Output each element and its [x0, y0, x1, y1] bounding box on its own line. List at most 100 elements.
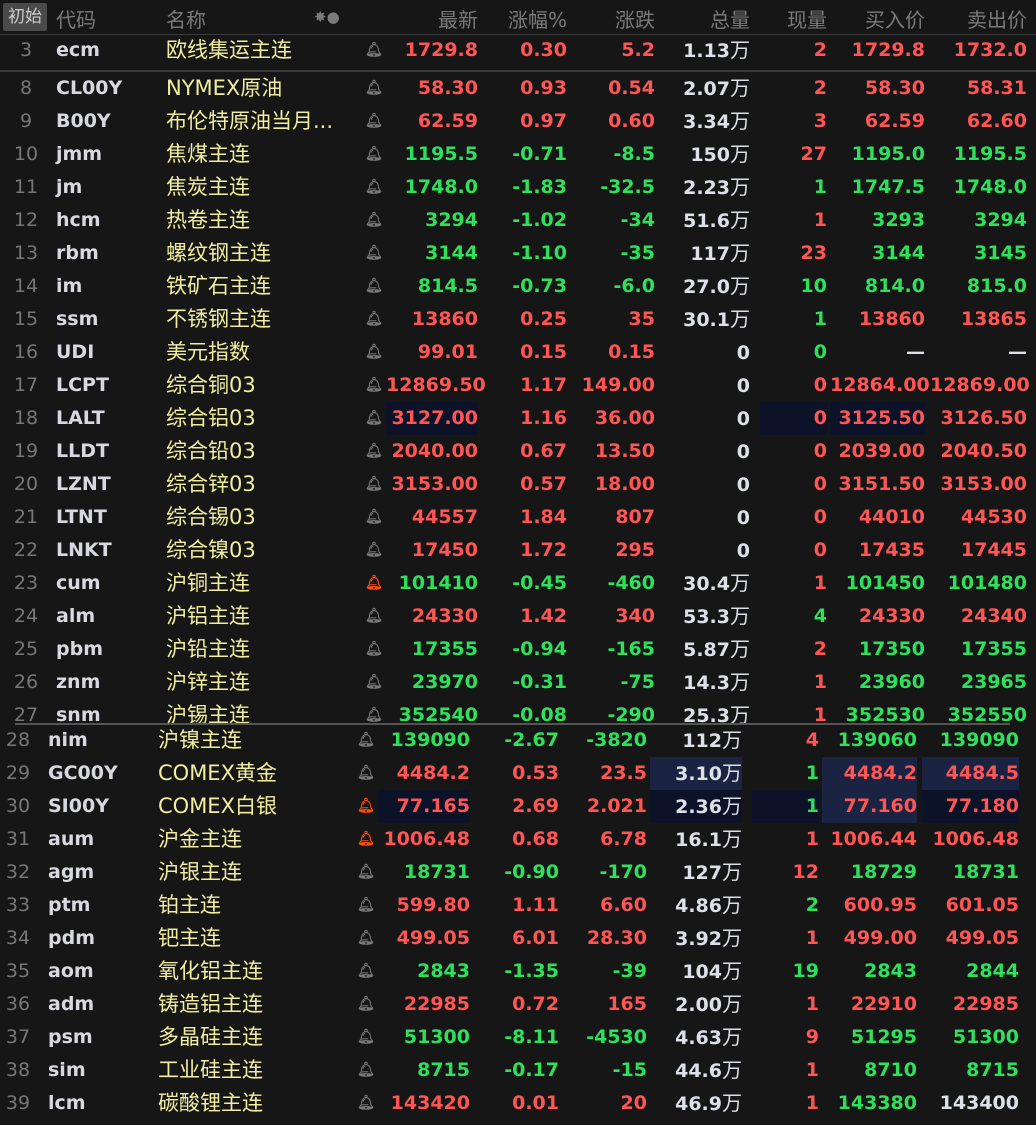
- table-row[interactable]: 36 adm 铸造铝主连 🔔︎ 22985 0.72 165 2.00万 1 22910 22…: [0, 988, 1028, 1021]
- table-row[interactable]: 23 cum 沪铜主连 🔔︎ 101410 -0.45 -460 30.4万 1 10145…: [0, 567, 1036, 600]
- bell-icon[interactable]: 🔔︎: [357, 897, 375, 913]
- col-pct[interactable]: 涨幅%: [507, 8, 567, 32]
- symbol-code: LTNT: [56, 506, 107, 528]
- bell-icon[interactable]: 🔔︎: [357, 1095, 375, 1111]
- row-number: 33: [5, 894, 31, 916]
- bell-icon[interactable]: 🔔︎: [365, 311, 383, 327]
- pct-cell: 0.15: [520, 341, 567, 363]
- bell-icon[interactable]: 🔔︎: [357, 765, 375, 781]
- bell-icon[interactable]: 🔔︎: [365, 146, 383, 162]
- table-row[interactable]: 18 LALT 综合铝03 🔔︎ 3127.00 1.16 36.00 0 0 3125.5…: [0, 402, 1036, 435]
- bell-icon[interactable]: 🔔︎: [365, 245, 383, 261]
- col-bid[interactable]: 买入价: [865, 8, 925, 32]
- cur-cell: 1: [752, 790, 819, 823]
- table-row[interactable]: 34 pdm 钯主连 🔔︎ 499.05 6.01 28.30 3.92万 1 499.00…: [0, 922, 1028, 955]
- col-cur[interactable]: 现量: [787, 8, 827, 32]
- bell-icon[interactable]: 🔔︎: [365, 542, 383, 558]
- table-row[interactable]: 8 CL00Y NYMEX原油 🔔︎ 58.30 0.93 0.54 2.07万 2 58.…: [0, 72, 1036, 105]
- table-row[interactable]: 11 jm 焦炭主连 🔔︎ 1748.0 -1.83 -32.5 2.23万 1 1747.…: [0, 171, 1036, 204]
- col-vol[interactable]: 总量: [710, 8, 750, 32]
- bell-icon[interactable]: 🔔︎: [365, 344, 383, 360]
- table-row[interactable]: 29 GC00Y COMEX黄金 🔔︎ 4484.2 0.53 23.5 3.10万 1 4…: [0, 757, 1028, 790]
- table-row[interactable]: 35 aom 氧化铝主连 🔔︎ 2843 -1.35 -39 104万 19 2843 284…: [0, 955, 1028, 988]
- cur-cell: 4: [805, 729, 819, 751]
- bell-icon[interactable]: 🔔︎: [357, 732, 375, 748]
- bell-active-icon[interactable]: 🔔︎: [357, 798, 375, 814]
- symbol-name: 沪银主连: [158, 860, 242, 884]
- symbol-name: 综合铝03: [166, 406, 256, 430]
- table-row[interactable]: 24 alm 沪铝主连 🔔︎ 24330 1.42 340 53.3万 4 24330 243…: [0, 600, 1036, 633]
- symbol-name: 碳酸锂主连: [158, 1091, 263, 1115]
- symbol-code: znm: [56, 671, 101, 693]
- col-name[interactable]: 名称: [166, 8, 206, 32]
- bell-icon[interactable]: 🔔︎: [365, 212, 383, 228]
- table-row[interactable]: 19 LLDT 综合铅03 🔔︎ 2040.00 0.67 13.50 0 0 2039.0…: [0, 435, 1036, 468]
- table-row[interactable]: 31 aum 沪金主连 🔔︎ 1006.48 0.68 6.78 16.1万 1 1006.…: [0, 823, 1028, 856]
- bell-icon[interactable]: 🔔︎: [365, 179, 383, 195]
- chg-cell: 6.60: [600, 894, 647, 916]
- table-row[interactable]: 9 B00Y 布伦特原油当月... 🔔︎ 62.59 0.97 0.60 3.34万 3 6…: [0, 105, 1036, 138]
- reset-button[interactable]: 初始: [3, 3, 47, 31]
- col-chg[interactable]: 涨跌: [615, 8, 655, 32]
- bell-icon[interactable]: 🔔︎: [357, 996, 375, 1012]
- table-row[interactable]: 37 psm 多晶硅主连 🔔︎ 51300 -8.11 -4530 4.63万 9 5129…: [0, 1021, 1028, 1054]
- symbol-code: aom: [48, 960, 94, 982]
- table-row[interactable]: 25 pbm 沪铅主连 🔔︎ 17355 -0.94 -165 5.87万 2 17350 1…: [0, 633, 1036, 666]
- col-alert[interactable]: ✸●: [314, 8, 340, 26]
- pct-cell: -0.73: [512, 275, 567, 297]
- table-row[interactable]: 12 hcm 热卷主连 🔔︎ 3294 -1.02 -34 51.6万 1 3293 3294: [0, 204, 1036, 237]
- table-row[interactable]: 38 sim 工业硅主连 🔔︎ 8715 -0.17 -15 44.6万 1 8710 871…: [0, 1054, 1028, 1087]
- table-row[interactable]: 33 ptm 铂主连 🔔︎ 599.80 1.11 6.60 4.86万 2 600.95 6…: [0, 889, 1028, 922]
- chg-cell: -34: [620, 209, 655, 231]
- col-code[interactable]: 代码: [56, 8, 96, 32]
- bell-active-icon[interactable]: 🔔︎: [365, 575, 383, 591]
- bid-cell: 2843: [864, 960, 917, 982]
- table-row[interactable]: 15 ssm 不锈钢主连 🔔︎ 13860 0.25 35 30.1万 1 13860 138…: [0, 303, 1036, 336]
- bell-icon[interactable]: 🔔︎: [365, 278, 383, 294]
- bell-active-icon[interactable]: 🔔︎: [357, 831, 375, 847]
- bell-icon[interactable]: 🔔︎: [365, 443, 383, 459]
- table-row[interactable]: 28 nim 沪镍主连 🔔︎ 139090 -2.67 -3820 112万 4 13906…: [0, 724, 1028, 757]
- table-row[interactable]: 22 LNKT 综合镍03 🔔︎ 17450 1.72 295 0 0 17435 17445: [0, 534, 1036, 567]
- bell-icon[interactable]: 🔔︎: [365, 608, 383, 624]
- col-last[interactable]: 最新: [438, 8, 478, 32]
- table-row[interactable]: 39 lcm 碳酸锂主连 🔔︎ 143420 0.01 20 46.9万 1 143380 1…: [0, 1087, 1028, 1120]
- bell-icon[interactable]: 🔔︎: [365, 707, 383, 723]
- table-row[interactable]: 26 znm 沪锌主连 🔔︎ 23970 -0.31 -75 14.3万 1 23960 23…: [0, 666, 1036, 699]
- bell-icon[interactable]: 🔔︎: [365, 476, 383, 492]
- table-row[interactable]: 3 ecm 欧线集运主连 🔔︎ 1729.8 0.30 5.2 1.13万 2 1729.8…: [0, 34, 1036, 67]
- bell-icon[interactable]: 🔔︎: [365, 410, 383, 426]
- table-row[interactable]: 30 SI00Y COMEX白银 🔔︎ 77.165 2.69 2.021 2.36万 1…: [0, 790, 1028, 823]
- table-row[interactable]: 10 jmm 焦煤主连 🔔︎ 1195.5 -0.71 -8.5 150万 27 1195.…: [0, 138, 1036, 171]
- bell-icon[interactable]: 🔔︎: [365, 113, 383, 129]
- bell-icon[interactable]: 🔔︎: [357, 963, 375, 979]
- col-ask[interactable]: 卖出价: [967, 8, 1027, 32]
- table-row[interactable]: 13 rbm 螺纹钢主连 🔔︎ 3144 -1.10 -35 117万 23 3144 314…: [0, 237, 1036, 270]
- cur-cell: 4: [813, 605, 827, 627]
- table-row[interactable]: 21 LTNT 综合锡03 🔔︎ 44557 1.84 807 0 0 44010 44530: [0, 501, 1036, 534]
- volume-cell: 127万: [650, 856, 742, 889]
- table-row[interactable]: 20 LZNT 综合锌03 🔔︎ 3153.00 0.57 18.00 0 0 3151.5…: [0, 468, 1036, 501]
- ask-cell: 1006.48: [932, 828, 1019, 850]
- bell-icon[interactable]: 🔔︎: [365, 674, 383, 690]
- bell-icon[interactable]: 🔔︎: [357, 1062, 375, 1078]
- bid-cell: 3293: [872, 209, 925, 231]
- bell-icon[interactable]: 🔔︎: [365, 42, 383, 58]
- volume-value: 3.92: [675, 928, 722, 950]
- last-cell: 3153.00: [391, 473, 478, 495]
- table-row[interactable]: 17 LCPT 综合铜03 🔔︎ 12869.50 1.17 149.00 0 0 1286…: [0, 369, 1036, 402]
- bell-icon[interactable]: 🔔︎: [365, 509, 383, 525]
- bell-icon[interactable]: 🔔︎: [357, 1029, 375, 1045]
- bid-cell: 13860: [858, 308, 925, 330]
- bell-icon[interactable]: 🔔︎: [365, 377, 383, 393]
- pct-cell: -0.45: [512, 572, 567, 594]
- table-row[interactable]: 16 UDI 美元指数 🔔︎ 99.01 0.15 0.15 0 0 — —: [0, 336, 1036, 369]
- bell-icon[interactable]: 🔔︎: [365, 641, 383, 657]
- bell-icon[interactable]: 🔔︎: [365, 80, 383, 96]
- bell-icon[interactable]: 🔔︎: [357, 864, 375, 880]
- table-row[interactable]: 32 agm 沪银主连 🔔︎ 18731 -0.90 -170 127万 12 18729 1…: [0, 856, 1028, 889]
- bell-icon[interactable]: 🔔︎: [357, 930, 375, 946]
- pct-cell: 1.84: [520, 506, 567, 528]
- table-row[interactable]: 14 im 铁矿石主连 🔔︎ 814.5 -0.73 -6.0 27.0万 10 814.0…: [0, 270, 1036, 303]
- last-cell: 51300: [403, 1026, 470, 1048]
